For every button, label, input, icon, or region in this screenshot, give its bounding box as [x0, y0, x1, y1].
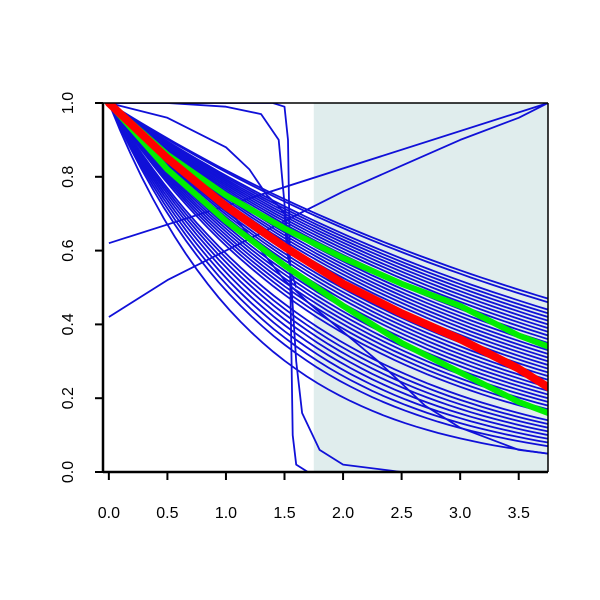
sample-curve [108, 103, 548, 326]
x-tick-label: 1.0 [215, 505, 237, 522]
axes-layer: 0.0 0.5 1.0 1.5 2.0 2.5 3.0 3.5 0.0 0.2 0.4 0.6 0.8 1… [60, 92, 549, 522]
sample-curve [108, 103, 548, 472]
sample-curve [108, 103, 548, 300]
sample-curve [108, 103, 548, 429]
sample-curve [108, 103, 548, 315]
sample-curve [108, 103, 548, 414]
sample-curve [108, 103, 548, 455]
median-curve [104, 103, 548, 392]
x-tick-label: 2.5 [390, 505, 412, 522]
x-tick-label: 0.5 [156, 505, 178, 522]
sample-curve [108, 103, 548, 329]
sample-curve [108, 103, 548, 304]
sample-curve [108, 103, 548, 318]
sample-curve [108, 103, 548, 433]
band-lower-curve [105, 103, 548, 416]
y-tick-label: 0.2 [60, 387, 77, 409]
sample-curve [108, 103, 548, 472]
sample-curve [108, 103, 548, 245]
sample-curve [108, 103, 548, 400]
sample-curve [108, 103, 548, 322]
x-tick-label: 3.0 [449, 505, 471, 522]
sample-curve [108, 103, 298, 288]
sample-curve [108, 103, 548, 318]
x-tick-label: 0.0 [98, 505, 120, 522]
y-tick-label: 0.8 [60, 166, 77, 188]
sample-curve [108, 103, 548, 377]
x-tick-label: 1.5 [273, 505, 295, 522]
sample-curve [108, 103, 548, 425]
sample-curve [108, 103, 548, 448]
x-tick-label: 3.5 [508, 505, 530, 522]
sample-curve [108, 103, 548, 422]
x-tick-label: 2.0 [332, 505, 354, 522]
band-upper-curve [105, 103, 548, 350]
series-layer [104, 103, 548, 472]
sample-curve [108, 103, 548, 407]
sample-curve [108, 103, 548, 333]
sample-curve [108, 103, 548, 440]
y-tick-label: 0.4 [60, 313, 77, 335]
y-tick-label: 1.0 [60, 92, 77, 114]
y-tick-label: 0.6 [60, 239, 77, 261]
sample-curve [108, 103, 548, 311]
y-tick-label: 0.0 [60, 461, 77, 483]
sample-curve [108, 103, 548, 444]
sample-curve [108, 103, 548, 396]
